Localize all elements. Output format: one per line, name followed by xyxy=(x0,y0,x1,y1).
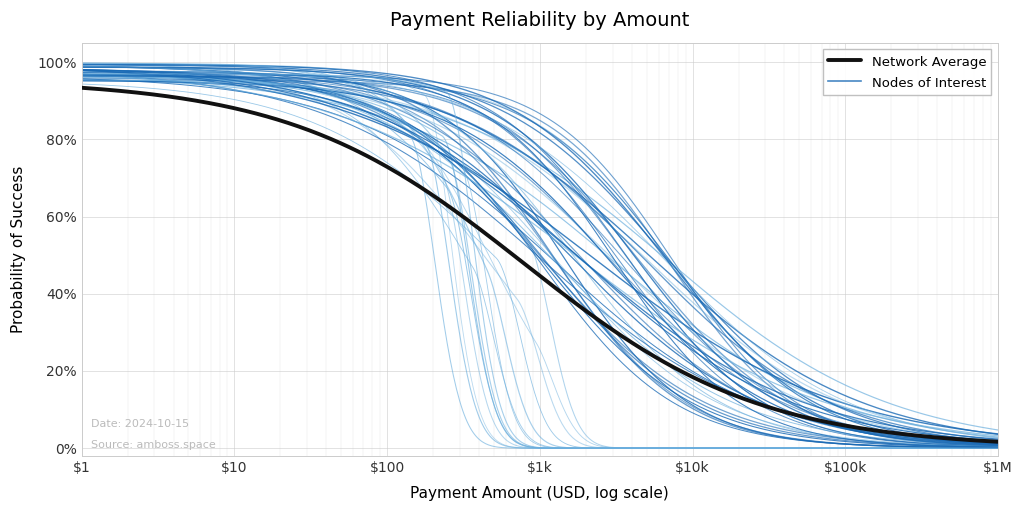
Line: Network Average: Network Average xyxy=(82,88,998,442)
Network Average xyxy=(765,405,777,411)
Text: Source: amboss.space: Source: amboss.space xyxy=(91,440,215,450)
Network Average xyxy=(687,374,699,380)
Network Average xyxy=(615,333,628,339)
Network Average xyxy=(76,84,88,91)
Network Average xyxy=(311,130,324,136)
Title: Payment Reliability by Amount: Payment Reliability by Amount xyxy=(390,11,689,30)
Network Average xyxy=(490,239,503,245)
X-axis label: Payment Amount (USD, log scale): Payment Amount (USD, log scale) xyxy=(411,486,669,501)
Network Average xyxy=(992,439,1005,445)
Text: Date: 2024-10-15: Date: 2024-10-15 xyxy=(91,419,188,429)
Network Average xyxy=(238,108,250,114)
Y-axis label: Probability of Success: Probability of Success xyxy=(11,166,26,333)
Legend: Network Average, Nodes of Interest: Network Average, Nodes of Interest xyxy=(822,49,991,95)
